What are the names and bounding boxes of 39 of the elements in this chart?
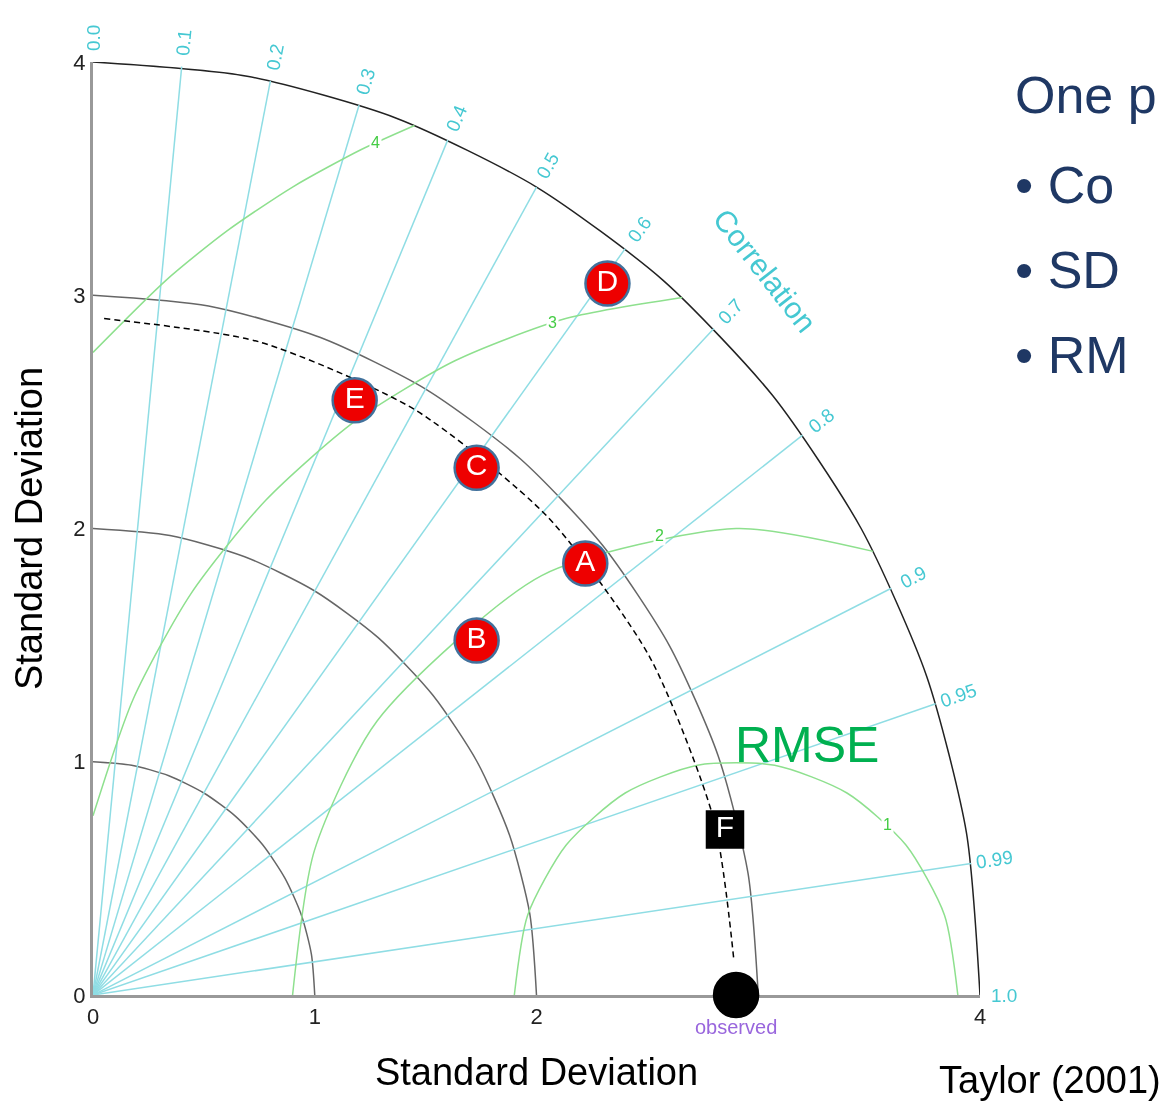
x-tick-label: 2: [530, 1004, 543, 1030]
series-label: A: [575, 543, 596, 577]
y-tick-label: 2: [73, 516, 86, 542]
annotation: 1.0: [991, 985, 1018, 1006]
annotation: 0.0: [83, 24, 104, 51]
y-axis-title: Standard Deviation: [7, 366, 50, 691]
annotation: 3: [548, 314, 557, 331]
x-axis-title: Standard Deviation: [374, 1050, 699, 1093]
annotation: 4: [371, 134, 380, 151]
series-label: E: [344, 380, 365, 414]
y-tick-label: 3: [73, 282, 86, 308]
annotation: 0.95: [937, 679, 980, 712]
y-tick-label: 0: [73, 982, 86, 1008]
y-tick-label: 1: [73, 749, 86, 775]
annotation: 0.8: [804, 404, 839, 438]
annotation: RMSE: [735, 717, 880, 773]
annotation: 1: [883, 816, 892, 833]
annotation: 0.3: [351, 65, 380, 98]
annotation: 0.9: [896, 561, 930, 593]
text: Taylor (2001): [939, 1059, 1161, 1101]
text: One p: [1015, 66, 1157, 124]
annotation: 0.1: [172, 28, 196, 57]
x-tick-label: 1: [308, 1004, 321, 1030]
annotation: 0.5: [532, 148, 564, 183]
series-label: C: [465, 448, 488, 482]
series-label: D: [596, 264, 619, 298]
x-tick-label: 4: [973, 1004, 987, 1030]
annotation: 0.2: [262, 42, 289, 73]
annotation: 0.99: [974, 846, 1015, 873]
annotation: 2: [655, 527, 664, 544]
text: • Co: [1015, 156, 1115, 214]
annotation: 0.4: [441, 101, 472, 135]
text: • RM: [1015, 326, 1129, 384]
series-label: B: [466, 620, 487, 654]
annotation: observed: [695, 1016, 778, 1038]
series-label: F: [715, 809, 735, 843]
annotation: 0.6: [623, 212, 656, 247]
y-tick-label: 4: [73, 49, 86, 75]
text: • SD: [1015, 241, 1120, 299]
